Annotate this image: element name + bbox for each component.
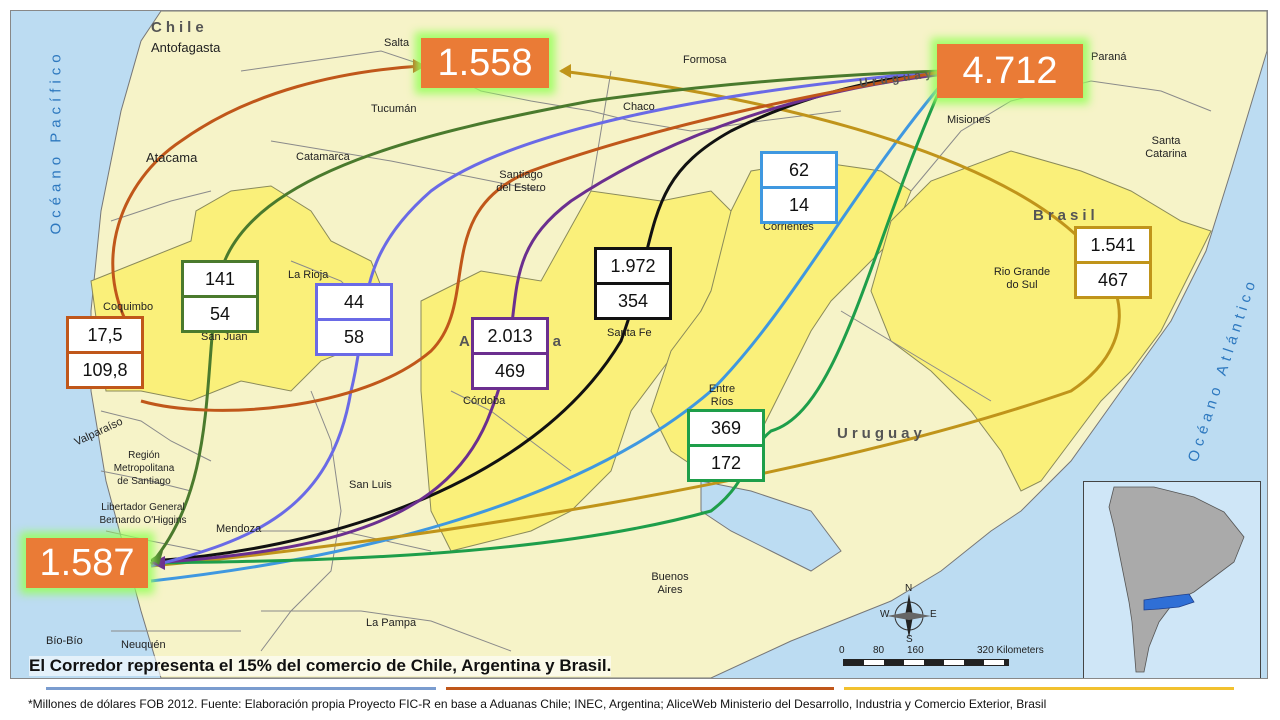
separator-orange [446,687,834,690]
flow-import-value: 469 [494,360,526,381]
country-label-chile: Chile [151,19,208,36]
region-label-formosa: Formosa [683,54,727,66]
region-label-parana: Paraná [1091,51,1127,63]
ocean-label-pacific: Océano Pacífico [47,49,65,235]
region-label-buenos-aires: Buenos Aires [651,571,689,596]
total-argentina-north: 1.558 [421,38,549,88]
flow-line-coquimbo-orange [140,69,947,412]
region-label-santiago-estero: Santiago del Estero [496,169,546,194]
scale-bar [843,659,1009,666]
compass-east: E [930,609,937,620]
country-label-uruguay: Uruguay [837,425,926,442]
inset-south-america [1108,486,1245,673]
region-label-biobio: Bío-Bío [46,635,83,647]
region-label-corrientes: Corrientes [763,221,814,233]
flow-box-la-rioja: 44 58 [315,283,393,356]
scale-label-160: 160 [907,645,924,656]
scale-label-80: 80 [873,645,885,656]
flow-line-coquimbo-north [111,64,422,332]
region-label-salta: Salta [384,37,410,49]
region-label-santa-fe: Santa Fe [607,327,652,339]
flow-import-value: 58 [343,326,365,347]
flow-arrows [111,64,1121,583]
flow-import-value: 354 [617,290,649,311]
scale-label-320: 320 Kilometers [977,645,1044,656]
flow-line-la-rioja [150,69,947,568]
flow-import-value: 467 [1097,269,1129,290]
flow-box-rio-grande: 1.541 467 [1074,226,1152,299]
region-label-catamarca: Catamarca [296,151,350,163]
flow-import-value: 109,8 [82,359,128,380]
river-plata [700,480,842,572]
compass-rose-icon [887,594,931,638]
flow-box-entre-rios: 369 172 [687,409,765,482]
flow-line-san-juan [149,69,947,565]
corridor-note: El Corredor representa el 15% del comerc… [29,656,612,676]
flow-box-corrientes: 62 14 [760,151,838,224]
compass-south: S [906,634,913,645]
flow-box-coquimbo: 17,5 109,8 [66,316,144,389]
region-label-coquimbo: Coquimbo [103,301,154,313]
region-label-ohiggins: Libertador General Bernardo O'Higgins [99,502,187,526]
flow-line-rio-grande [150,69,1121,568]
flow-box-san-juan: 141 54 [181,260,259,333]
flow-export-value: 2.013 [474,320,546,355]
region-label-atacama: Atacama [146,150,198,165]
compass-north: N [905,583,913,594]
region-label-neuquen: Neuquén [121,639,166,651]
region-label-antofagasta: Antofagasta [151,40,221,55]
region-label-cordoba: Córdoba [463,395,506,407]
total-brasil-east: 4.712 [937,44,1083,98]
region-label-chaco: Chaco [623,101,655,113]
region-label-rio-grande: Rio Grande do Sul [993,266,1051,291]
flow-import-value: 172 [710,452,742,473]
flow-export-value: 1.972 [597,250,669,285]
region-label-entre-rios: Entre Ríos [708,383,736,408]
map-frame: Océano Pacífico Océano Atlántico Chile A… [10,10,1268,679]
flow-export-value: 1.541 [1077,229,1149,264]
scale-label-0: 0 [839,645,845,656]
source-footnote: *Millones de dólares FOB 2012. Fuente: E… [28,697,1047,711]
separator-blue [46,687,436,690]
compass-west: W [880,609,890,620]
flow-export-value: 17,5 [69,319,141,354]
region-label-la-rioja: La Rioja [288,269,329,281]
flow-import-value: 14 [788,194,810,215]
inset-map [1083,481,1261,678]
region-label-santa-catarina: Santa Catarina [1145,135,1187,160]
region-label-metropolitana: Región Metropolitana de Santiago [113,450,175,487]
total-chile-central: 1.587 [26,538,148,588]
flow-export-value: 44 [318,286,390,321]
region-label-la-pampa: La Pampa [366,617,417,629]
separator-yellow [844,687,1234,690]
flow-line-cordoba [150,72,947,565]
region-label-tucuman: Tucumán [371,103,417,115]
flow-export-value: 369 [690,412,762,447]
flow-import-value: 54 [209,303,231,324]
region-label-misiones: Misiones [947,114,991,126]
region-label-mendoza: Mendoza [216,523,262,535]
flow-line-coquimbo [150,78,948,583]
country-label-brasil: Brasil [1033,207,1099,224]
region-label-san-luis: San Luis [349,479,392,491]
flow-export-value: 141 [184,263,256,298]
flow-export-value: 62 [763,154,835,189]
region-label-san-juan: San Juan [201,331,248,343]
flow-box-santa-fe: 1.972 354 [594,247,672,320]
flow-box-cordoba: 2.013 469 [471,317,549,390]
